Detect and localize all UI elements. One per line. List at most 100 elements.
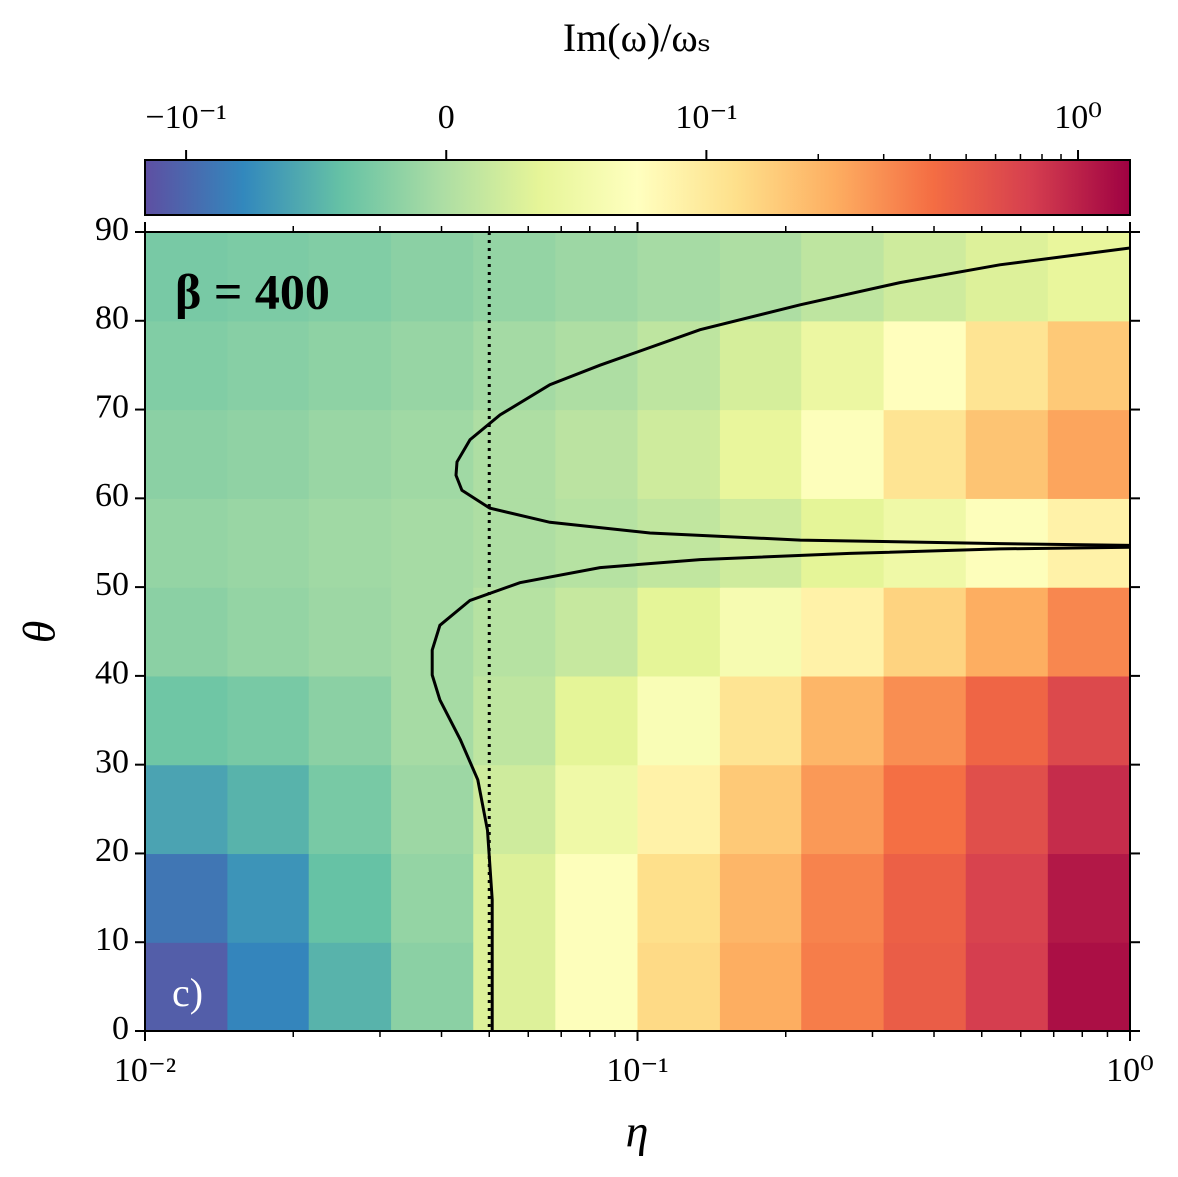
heatmap-cell <box>801 409 885 499</box>
heatmap-cell <box>145 764 229 855</box>
x-axis-label: η <box>626 1106 649 1157</box>
heatmap-cell <box>391 232 474 322</box>
heatmap-cell <box>965 942 1049 1031</box>
heatmap-cell <box>555 409 639 499</box>
heatmap-cell <box>391 498 474 588</box>
heatmap-cell <box>473 675 556 766</box>
heatmap-cell <box>308 232 392 322</box>
heatmap-cell <box>555 853 639 943</box>
heatmap-cell <box>719 320 802 411</box>
contour-line <box>454 246 1130 547</box>
overlays <box>430 232 1130 1031</box>
y-tick-label: 90 <box>95 211 129 248</box>
heatmap-cell <box>883 764 967 855</box>
heatmap-cell <box>1047 232 1130 322</box>
x-tick-label: 10⁻² <box>114 1052 176 1089</box>
heatmap-cell <box>145 320 229 411</box>
heatmap-cell <box>883 675 967 766</box>
heatmap-cell <box>473 232 556 322</box>
heatmap-cell <box>1047 320 1130 411</box>
heatmap-cell <box>883 320 967 411</box>
y-tick-label: 30 <box>95 743 129 780</box>
heatmap-cell <box>308 409 392 499</box>
heatmap-cell <box>719 498 802 588</box>
heatmap-cell <box>308 942 392 1031</box>
heatmap-cell <box>227 232 310 322</box>
heatmap-cell <box>801 764 885 855</box>
heatmap-cell <box>719 764 802 855</box>
heatmap-cell <box>145 675 229 766</box>
heatmap-cell <box>308 764 392 855</box>
colorbar-label: Im(ω)/ωₛ <box>563 15 711 60</box>
heatmap-cell <box>227 409 310 499</box>
heatmap-cell <box>308 675 392 766</box>
heatmap-cell <box>145 942 229 1031</box>
heatmap-cell <box>227 764 310 855</box>
heatmap-cell <box>1047 409 1130 499</box>
heatmap-cell <box>801 320 885 411</box>
heatmap-cell <box>145 498 229 588</box>
heatmap-cell <box>473 320 556 411</box>
heatmap-cell <box>227 320 310 411</box>
colorbar-tick-label: 0 <box>438 99 455 136</box>
heatmap-cell <box>883 942 967 1031</box>
heatmap-cell <box>473 853 556 943</box>
contour-line <box>430 545 1130 1031</box>
heatmap-cell <box>965 675 1049 766</box>
heatmap-cell <box>1047 853 1130 943</box>
heatmap-cell <box>473 942 556 1031</box>
heatmap-cell <box>555 675 639 766</box>
heatmap-cell <box>473 764 556 855</box>
heatmap-cell <box>719 409 802 499</box>
heatmap-cell <box>1047 675 1130 766</box>
y-tick-label: 80 <box>95 300 129 337</box>
heatmap-cell <box>473 587 556 677</box>
heatmap-cell <box>883 853 967 943</box>
heatmap-cell <box>719 942 802 1031</box>
heatmap-cell <box>227 942 310 1031</box>
heatmap-cell <box>473 498 556 588</box>
y-tick-label: 70 <box>95 388 129 425</box>
y-tick-label: 60 <box>95 477 129 514</box>
heatmap-cell <box>965 409 1049 499</box>
heatmap-cell <box>965 320 1049 411</box>
heatmap-cell <box>965 587 1049 677</box>
heatmap-cell <box>801 587 885 677</box>
heatmap-cell <box>1047 764 1130 855</box>
heatmap-cell <box>801 232 885 322</box>
heatmap-cell <box>391 942 474 1031</box>
heatmap-cell <box>308 498 392 588</box>
annotation: β = 400 <box>175 263 330 319</box>
heatmap-cell <box>473 409 556 499</box>
heatmap-cell <box>308 587 392 677</box>
colorbar-tick-label: −10⁻¹ <box>145 99 226 136</box>
heatmap-cell <box>637 409 721 499</box>
heatmap-cell <box>801 853 885 943</box>
heatmap-cell <box>308 853 392 943</box>
heatmap-cell <box>555 232 639 322</box>
heatmap-cell <box>719 587 802 677</box>
heatmap-cell <box>965 853 1049 943</box>
heatmap-cell <box>637 320 721 411</box>
heatmap-cell <box>965 232 1049 322</box>
heatmap-cell <box>801 675 885 766</box>
heatmap-cell <box>555 764 639 855</box>
heatmap <box>145 232 1130 1031</box>
heatmap-cell <box>555 942 639 1031</box>
heatmap-cell <box>227 675 310 766</box>
heatmap-cell <box>145 853 229 943</box>
heatmap-cell <box>391 675 474 766</box>
heatmap-cell <box>391 764 474 855</box>
heatmap-cell <box>227 587 310 677</box>
y-tick-label: 50 <box>95 566 129 603</box>
y-tick-label: 20 <box>95 832 129 869</box>
y-tick-label: 40 <box>95 655 129 692</box>
heatmap-cell <box>637 853 721 943</box>
heatmap-cell <box>637 587 721 677</box>
heatmap-cell <box>637 942 721 1031</box>
heatmap-cell <box>391 853 474 943</box>
heatmap-cell <box>1047 942 1130 1031</box>
heatmap-cell <box>883 409 967 499</box>
heatmap-cell <box>145 587 229 677</box>
